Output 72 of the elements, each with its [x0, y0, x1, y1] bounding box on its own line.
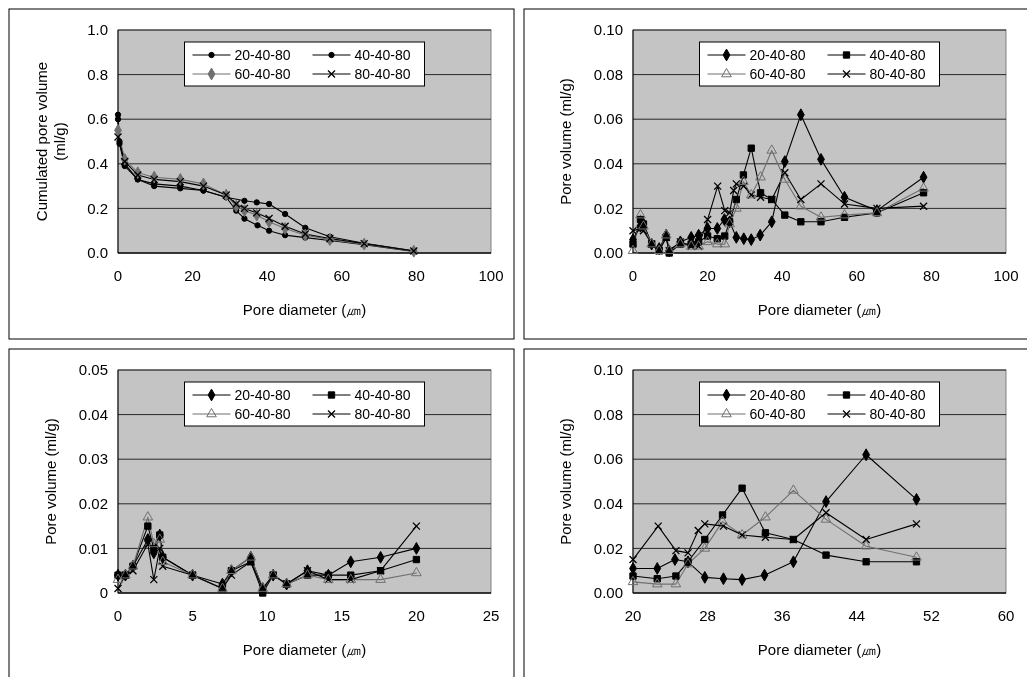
y-tick-label: 0	[99, 584, 108, 602]
y-tick-label: 0.08	[593, 405, 623, 423]
x-tick-label: 25	[482, 607, 500, 624]
y-tick-label: 0.08	[593, 65, 623, 83]
legend-label: 40-40-80	[869, 47, 926, 63]
x-tick-label: 20	[408, 607, 425, 624]
y-tick-label: 1.0	[87, 21, 108, 39]
y-tick-label: 0.0	[87, 244, 108, 262]
legend-label: 80-40-80	[869, 66, 926, 82]
y-tick-label: 0.06	[593, 110, 623, 128]
x-tick-label: 60	[997, 607, 1015, 624]
x-tick-label: 52	[923, 607, 940, 624]
legend-label: 40-40-80	[354, 47, 411, 63]
x-tick-label: 100	[993, 267, 1019, 284]
x-tick-label: 80	[923, 267, 940, 284]
legend-label: 80-40-80	[354, 406, 411, 422]
x-tick-label: 0	[113, 607, 123, 624]
x-tick-label: 15	[333, 607, 351, 624]
y-axis-title: Cumulated pore volume (ml/g)	[33, 61, 68, 222]
legend-label: 60-40-80	[749, 406, 806, 422]
x-tick-label: 0	[628, 267, 638, 284]
x-tick-label: 20	[624, 607, 642, 624]
y-tick-label: 0.02	[593, 199, 623, 217]
y-tick-label: 0.03	[78, 450, 108, 468]
x-tick-label: 36	[773, 607, 791, 624]
y-tick-label: 0.02	[78, 495, 108, 513]
x-tick-label: 60	[333, 267, 351, 284]
y-tick-label: 0.04	[593, 155, 623, 173]
legend-label: 20-40-80	[749, 47, 806, 63]
x-tick-label: 100	[478, 267, 504, 284]
x-tick-label: 10	[258, 607, 276, 624]
y-tick-label: 0.8	[87, 65, 108, 83]
x-tick-label: 20	[184, 267, 201, 284]
x-tick-label: 20	[699, 267, 716, 284]
x-tick-label: 44	[848, 607, 866, 624]
y-tick-label: 0.05	[78, 361, 108, 379]
x-axis-title: Pore diameter (㎛)	[757, 641, 882, 658]
legend-label: 60-40-80	[234, 66, 291, 82]
y-tick-label: 0.04	[593, 495, 623, 513]
y-tick-label: 0.4	[87, 155, 108, 173]
y-tick-label: 0.01	[78, 539, 108, 557]
x-tick-label: 28	[699, 607, 716, 624]
y-axis-title: Pore volume (ml/g)	[42, 418, 59, 545]
x-tick-label: 60	[848, 267, 866, 284]
legend-label: 20-40-80	[234, 47, 291, 63]
y-tick-label: 0.10	[593, 21, 623, 39]
x-axis-title: Pore diameter (㎛)	[242, 301, 367, 318]
x-tick-label: 40	[773, 267, 791, 284]
x-tick-label: 40	[258, 267, 276, 284]
legend-label: 20-40-80	[749, 387, 806, 403]
x-axis-title: Pore diameter (㎛)	[757, 301, 882, 318]
legend-label: 80-40-80	[354, 66, 411, 82]
legend-label: 60-40-80	[234, 406, 291, 422]
y-tick-label: 0.2	[87, 199, 108, 217]
y-tick-label: 0.02	[593, 539, 623, 557]
x-tick-label: 0	[113, 267, 123, 284]
legend-label: 80-40-80	[869, 406, 926, 422]
x-axis-title: Pore diameter (㎛)	[242, 641, 367, 658]
y-tick-label: 0.6	[87, 110, 108, 128]
x-tick-label: 5	[188, 607, 197, 624]
legend-label: 60-40-80	[749, 66, 806, 82]
legend-label: 40-40-80	[869, 387, 926, 403]
y-tick-label: 0.06	[593, 450, 623, 468]
y-axis-title: Pore volume (ml/g)	[557, 78, 574, 205]
y-tick-label: 0.10	[593, 361, 623, 379]
y-axis-title: Pore volume (ml/g)	[557, 418, 574, 545]
y-tick-label: 0.00	[593, 244, 623, 262]
y-tick-label: 0.00	[593, 584, 623, 602]
legend-label: 20-40-80	[234, 387, 291, 403]
x-tick-label: 80	[408, 267, 425, 284]
y-tick-label: 0.04	[78, 405, 108, 423]
legend-label: 40-40-80	[354, 387, 411, 403]
